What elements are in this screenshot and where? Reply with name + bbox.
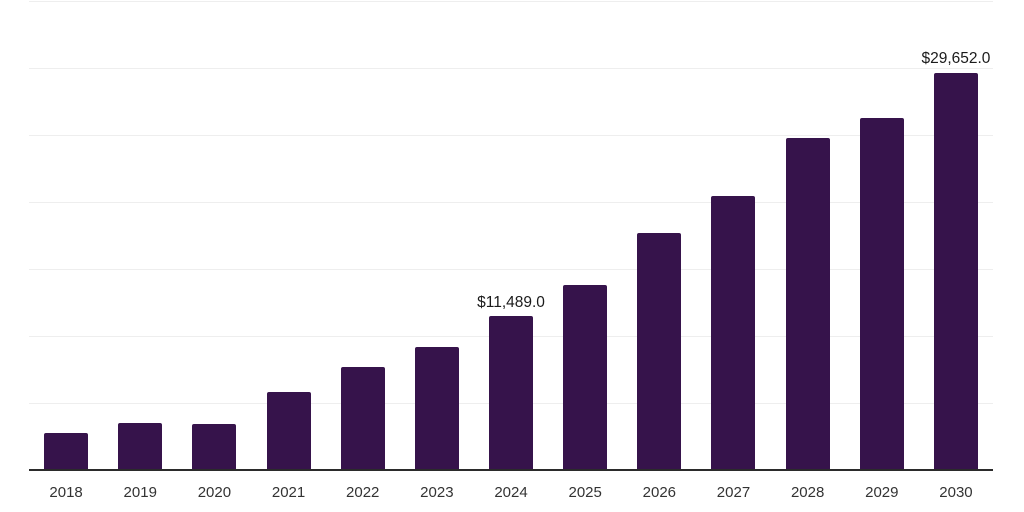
bar-2023: [414, 347, 459, 470]
bar-2025: [563, 285, 608, 470]
bar-2029: [859, 118, 904, 470]
x-tick-label-2028: 2028: [790, 484, 825, 501]
x-tick-label-2018: 2018: [49, 484, 83, 501]
data-label-2024: $11,489.0: [477, 293, 545, 311]
x-tick-label-2026: 2026: [642, 484, 677, 501]
data-label-2030: $29,652.0: [921, 50, 991, 68]
bars-row: $11,489.0 $29,652.0: [29, 1, 993, 470]
bar-2019: [118, 422, 163, 470]
x-tick-label-2019: 2019: [123, 484, 157, 501]
bar-slot-2026: [622, 1, 696, 470]
bar-slot-2020: [177, 1, 251, 470]
x-axis-line: [29, 469, 993, 471]
bar-2030: $29,652.0: [921, 51, 990, 470]
x-axis-labels: 2018 2019 2020 2021 2022 2023 2024 2025 2026 2027…: [29, 485, 993, 501]
bar-slot-2024: $11,489.0: [474, 1, 548, 470]
bar-2018: [44, 432, 89, 470]
x-tick-label-2030: 2030: [939, 484, 973, 501]
x-tick-label-2022: 2022: [346, 484, 380, 501]
bar-2026: [637, 233, 682, 470]
bar-slot-2027: [696, 1, 770, 470]
x-tick-label-2027: 2027: [716, 484, 751, 501]
x-tick-label-2029: 2029: [865, 484, 899, 501]
bar-2022: [340, 366, 385, 470]
gridline-20000: [29, 202, 993, 203]
x-tick-label-2020: 2020: [197, 484, 232, 501]
bar-slot-2022: [326, 1, 400, 470]
gridline-15000: [29, 269, 993, 270]
bar-slot-2021: [251, 1, 325, 470]
gridline-25000: [29, 135, 993, 136]
bar-slot-2018: [29, 1, 103, 470]
bar-2020: [192, 424, 237, 470]
x-tick-label-2021: 2021: [271, 484, 306, 501]
bar-slot-2019: [103, 1, 177, 470]
bar-2027: [711, 195, 756, 470]
gridline-30000: [29, 68, 993, 69]
bar-2024: $11,489.0: [477, 295, 545, 470]
gridline-35000: [29, 1, 993, 2]
bar-slot-2030: $29,652.0: [919, 1, 993, 470]
plot-area: $11,489.0 $29,652.0: [29, 1, 993, 470]
x-tick-label-2025: 2025: [568, 484, 602, 501]
x-tick-label-2023: 2023: [420, 484, 454, 501]
bar-slot-2025: [548, 1, 622, 470]
bar-2021: [266, 392, 311, 470]
bar-slot-2029: [845, 1, 919, 470]
bar-slot-2023: [400, 1, 474, 470]
x-tick-label-2024: 2024: [494, 484, 528, 501]
bar-2028: [785, 138, 830, 470]
bar-slot-2028: [771, 1, 845, 470]
